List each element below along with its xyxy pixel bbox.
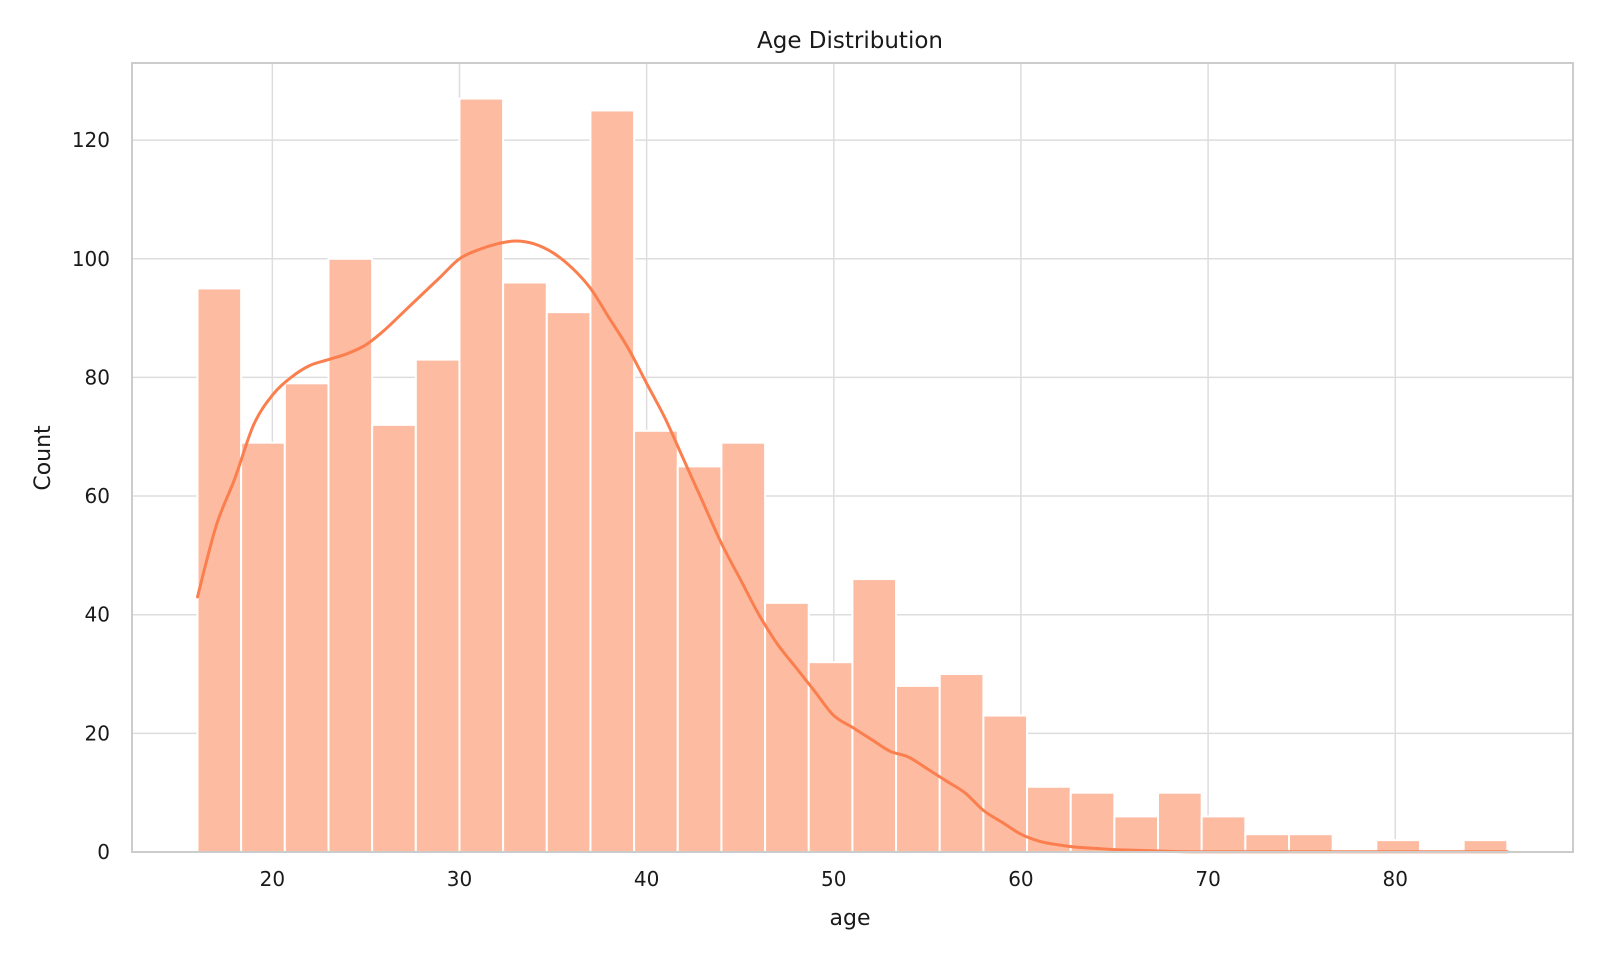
histogram-bar	[676, 465, 723, 853]
histogram-bar	[458, 97, 505, 853]
histogram-bar	[895, 684, 941, 853]
histogram-bar	[1157, 791, 1203, 854]
histogram-bar	[1113, 815, 1160, 853]
y-tick-label: 40	[85, 603, 110, 627]
histogram-bar	[851, 578, 898, 853]
histogram-bar	[1069, 791, 1116, 854]
y-axis-label: Count	[31, 425, 56, 491]
x-tick-label: 40	[634, 867, 659, 891]
histogram-bar	[1244, 833, 1291, 853]
x-tick-label: 20	[260, 867, 285, 891]
histogram-bar	[502, 281, 548, 854]
y-tick-label: 80	[85, 365, 110, 389]
y-tick-label: 20	[85, 721, 110, 745]
histogram-bar	[633, 429, 679, 853]
x-tick-label: 80	[1382, 867, 1407, 891]
x-tick-label: 60	[1008, 867, 1033, 891]
x-tick-labels: 20 30 40 50 60 70 80	[260, 867, 1408, 891]
y-tick-label: 0	[97, 840, 110, 864]
histogram-bar	[720, 441, 767, 853]
histogram-bar	[1200, 815, 1247, 853]
plot-frame	[131, 62, 1574, 853]
histogram-bar	[1288, 833, 1334, 853]
histogram-bar	[938, 673, 985, 854]
x-axis-label: age	[830, 906, 871, 931]
histogram-bar	[371, 423, 417, 853]
histogram-bar	[240, 441, 286, 853]
y-tick-labels: 0 20 40 60 80 100 120	[72, 128, 110, 864]
x-tick-label: 50	[821, 867, 846, 891]
chart-title: Age Distribution	[757, 28, 943, 54]
x-tick-label: 70	[1195, 867, 1220, 891]
histogram-bar	[327, 257, 374, 853]
x-tick-label: 30	[447, 867, 472, 891]
y-tick-label: 120	[72, 128, 110, 152]
histogram-bar	[545, 311, 592, 853]
histogram-bars	[196, 97, 1509, 854]
histogram-bar	[414, 358, 461, 853]
histogram-bar	[283, 382, 330, 853]
histogram-bar	[589, 109, 636, 854]
y-tick-label: 60	[85, 484, 110, 508]
y-tick-label: 100	[72, 247, 110, 271]
histogram-bar	[764, 601, 810, 853]
histogram-bar	[982, 714, 1029, 853]
